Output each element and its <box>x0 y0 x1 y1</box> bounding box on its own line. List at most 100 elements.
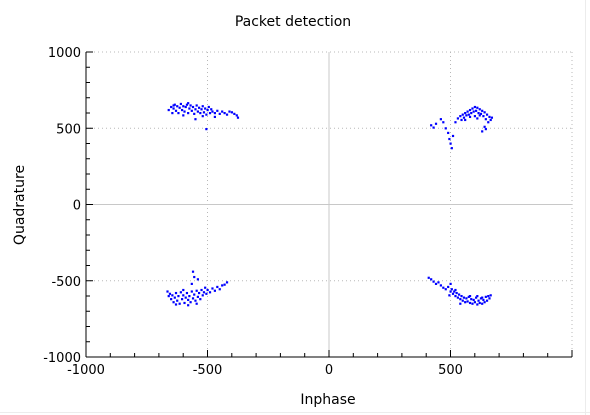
data-point <box>185 291 189 295</box>
data-point <box>171 112 174 115</box>
data-point <box>208 291 212 294</box>
data-point <box>176 299 179 302</box>
data-point <box>481 296 484 299</box>
x-tick-label: 500 <box>438 363 463 378</box>
data-point <box>461 299 464 302</box>
data-point <box>485 113 489 116</box>
data-point <box>193 293 196 296</box>
data-point <box>187 112 190 115</box>
tick-labels: -1000 -500 0 500 -1000 -500 0 500 1000 <box>43 46 463 378</box>
data-point <box>470 112 473 115</box>
data-point <box>434 282 438 285</box>
data-point <box>201 105 204 108</box>
data-point <box>193 112 196 115</box>
data-point <box>236 116 240 119</box>
data-point <box>195 302 198 305</box>
data-point <box>218 112 221 115</box>
data-point <box>187 102 190 105</box>
data-point <box>454 295 457 298</box>
data-point <box>213 112 216 115</box>
data-point <box>451 134 455 138</box>
data-point <box>172 301 175 304</box>
data-point <box>171 294 174 297</box>
data-point <box>230 111 233 114</box>
data-point <box>182 114 185 117</box>
data-point <box>447 131 450 135</box>
data-point <box>467 295 470 298</box>
data-point <box>434 122 438 125</box>
data-point <box>448 137 451 141</box>
data-point <box>454 121 457 124</box>
data-point <box>223 283 226 286</box>
data-point <box>481 130 484 133</box>
data-point <box>473 115 476 118</box>
data-point <box>473 301 476 304</box>
x-tick-label: 0 <box>325 363 333 378</box>
data-point <box>189 104 192 107</box>
y-tick-label: 500 <box>56 122 81 137</box>
data-point <box>489 294 492 297</box>
data-point <box>464 301 467 304</box>
data-point <box>208 112 212 115</box>
data-point <box>201 294 204 297</box>
data-point <box>488 115 491 119</box>
data-point <box>449 290 452 293</box>
data-point <box>464 112 467 115</box>
data-point <box>233 112 236 115</box>
data-point <box>468 108 472 112</box>
data-point <box>483 111 486 114</box>
data-point <box>194 108 197 111</box>
data-point <box>194 299 197 302</box>
data-point <box>187 298 190 302</box>
data-point <box>450 288 453 291</box>
data-point <box>200 108 203 111</box>
data-point <box>206 288 209 292</box>
data-point <box>472 298 475 302</box>
axes <box>85 51 573 358</box>
data-point <box>468 295 472 298</box>
data-point <box>450 147 453 150</box>
data-point <box>190 290 193 293</box>
data-point <box>184 105 187 109</box>
data-point <box>206 108 209 112</box>
data-point <box>196 295 199 298</box>
data-point <box>449 142 452 145</box>
data-point <box>462 296 466 299</box>
data-point <box>223 112 226 115</box>
data-point <box>191 297 195 300</box>
data-point <box>479 297 483 300</box>
data-point <box>455 291 458 295</box>
data-point <box>177 295 180 298</box>
data-point <box>464 118 467 122</box>
x-tick-label: -500 <box>193 363 223 378</box>
data-point <box>444 288 447 291</box>
data-point <box>199 112 202 115</box>
data-point <box>484 295 487 298</box>
data-point <box>477 299 480 302</box>
data-point <box>179 291 182 294</box>
data-point <box>468 115 472 119</box>
data-point <box>462 116 466 119</box>
data-point <box>460 295 463 298</box>
data-point <box>205 113 208 116</box>
x-tick-label: -1000 <box>67 363 105 378</box>
data-point <box>178 106 181 109</box>
data-point <box>221 284 224 287</box>
data-point <box>487 295 490 298</box>
data-point <box>218 288 221 291</box>
data-point <box>476 117 479 120</box>
data-point <box>442 286 445 289</box>
data-point <box>167 295 170 298</box>
data-point <box>167 108 170 112</box>
data-point <box>460 118 463 122</box>
data-point <box>191 105 195 109</box>
data-point <box>197 291 201 295</box>
data-point <box>185 103 189 106</box>
data-point <box>471 302 474 305</box>
data-point <box>490 116 494 119</box>
data-point <box>467 113 470 116</box>
data-point <box>481 302 484 305</box>
data-point <box>453 290 456 293</box>
data-point <box>444 127 447 130</box>
